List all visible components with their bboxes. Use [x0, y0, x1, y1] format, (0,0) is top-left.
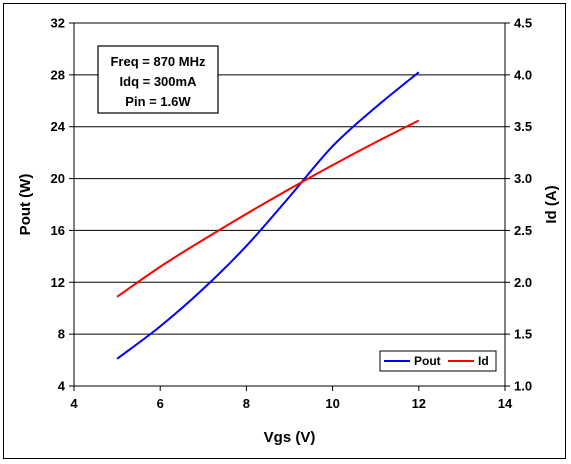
x-tick-label: 6 — [157, 396, 164, 411]
series-line-id — [116, 119, 420, 298]
y2-tick-label: 2.0 — [514, 275, 532, 290]
annotation-freq: Freq = 870 MHz — [110, 54, 206, 69]
x-tick-label: 4 — [70, 396, 78, 411]
y-tick-label: 8 — [58, 327, 65, 342]
chart-frame — [3, 3, 566, 459]
y-tick-label: 24 — [51, 119, 66, 134]
x-tick-label: 8 — [243, 396, 250, 411]
series-layer — [116, 71, 420, 360]
x-tick-label: 10 — [325, 396, 339, 411]
y2-tick-label: 2.5 — [514, 223, 532, 238]
annotation-box: Freq = 870 MHz Idq = 300mA Pin = 1.6W — [97, 45, 219, 114]
annotation-pin: Pin = 1.6W — [125, 94, 191, 109]
x-tick-label: 12 — [412, 396, 426, 411]
series-line-pout — [116, 71, 420, 360]
y-axis-title-left: Pout (W) — [17, 174, 34, 236]
gridlines — [74, 74, 505, 335]
legend-border — [379, 350, 497, 372]
y-tick-label: 12 — [51, 275, 65, 290]
annotation-idq: Idq = 300mA — [120, 74, 198, 89]
y2-tick-label: 1.5 — [514, 327, 532, 342]
y-axis-title-right: Id (A) — [543, 185, 560, 223]
y-tick-label: 4 — [58, 379, 66, 394]
x-axis-title: Vgs (V) — [264, 429, 316, 446]
y-tick-label: 20 — [51, 171, 65, 186]
y-tick-label: 16 — [51, 223, 65, 238]
y-tick-label: 28 — [51, 67, 65, 82]
legend: Pout Id — [379, 350, 497, 372]
legend-label-pout: Pout — [414, 354, 441, 368]
y2-tick-label: 1.0 — [514, 379, 532, 394]
y2-tick-label: 3.5 — [514, 119, 532, 134]
y2-tick-label: 4.0 — [514, 67, 532, 82]
y2-tick-label: 3.0 — [514, 171, 532, 186]
axis-ticks: 4 8 12 16 20 24 28 32 1.0 1.5 2.0 2.5 3.0 3.5 4.0 4.5 4 6… — [51, 16, 533, 412]
y2-tick-label: 4.5 — [514, 16, 532, 31]
legend-label-id: Id — [478, 354, 489, 368]
annotation-border — [97, 45, 219, 114]
plot-area — [73, 22, 506, 387]
x-tick-label: 14 — [498, 396, 513, 411]
y-tick-label: 32 — [51, 16, 65, 31]
